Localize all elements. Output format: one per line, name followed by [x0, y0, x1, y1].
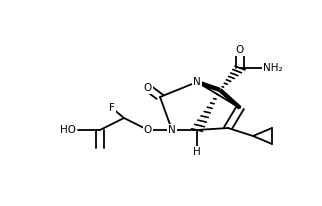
Text: F: F [109, 103, 115, 113]
Text: O: O [236, 45, 244, 55]
Text: HO: HO [61, 125, 76, 135]
Text: O: O [144, 125, 152, 135]
Text: H: H [193, 147, 201, 157]
Text: O: O [144, 83, 152, 93]
Text: N: N [168, 125, 176, 135]
Text: N: N [193, 77, 201, 87]
Text: NH₂: NH₂ [263, 63, 283, 73]
